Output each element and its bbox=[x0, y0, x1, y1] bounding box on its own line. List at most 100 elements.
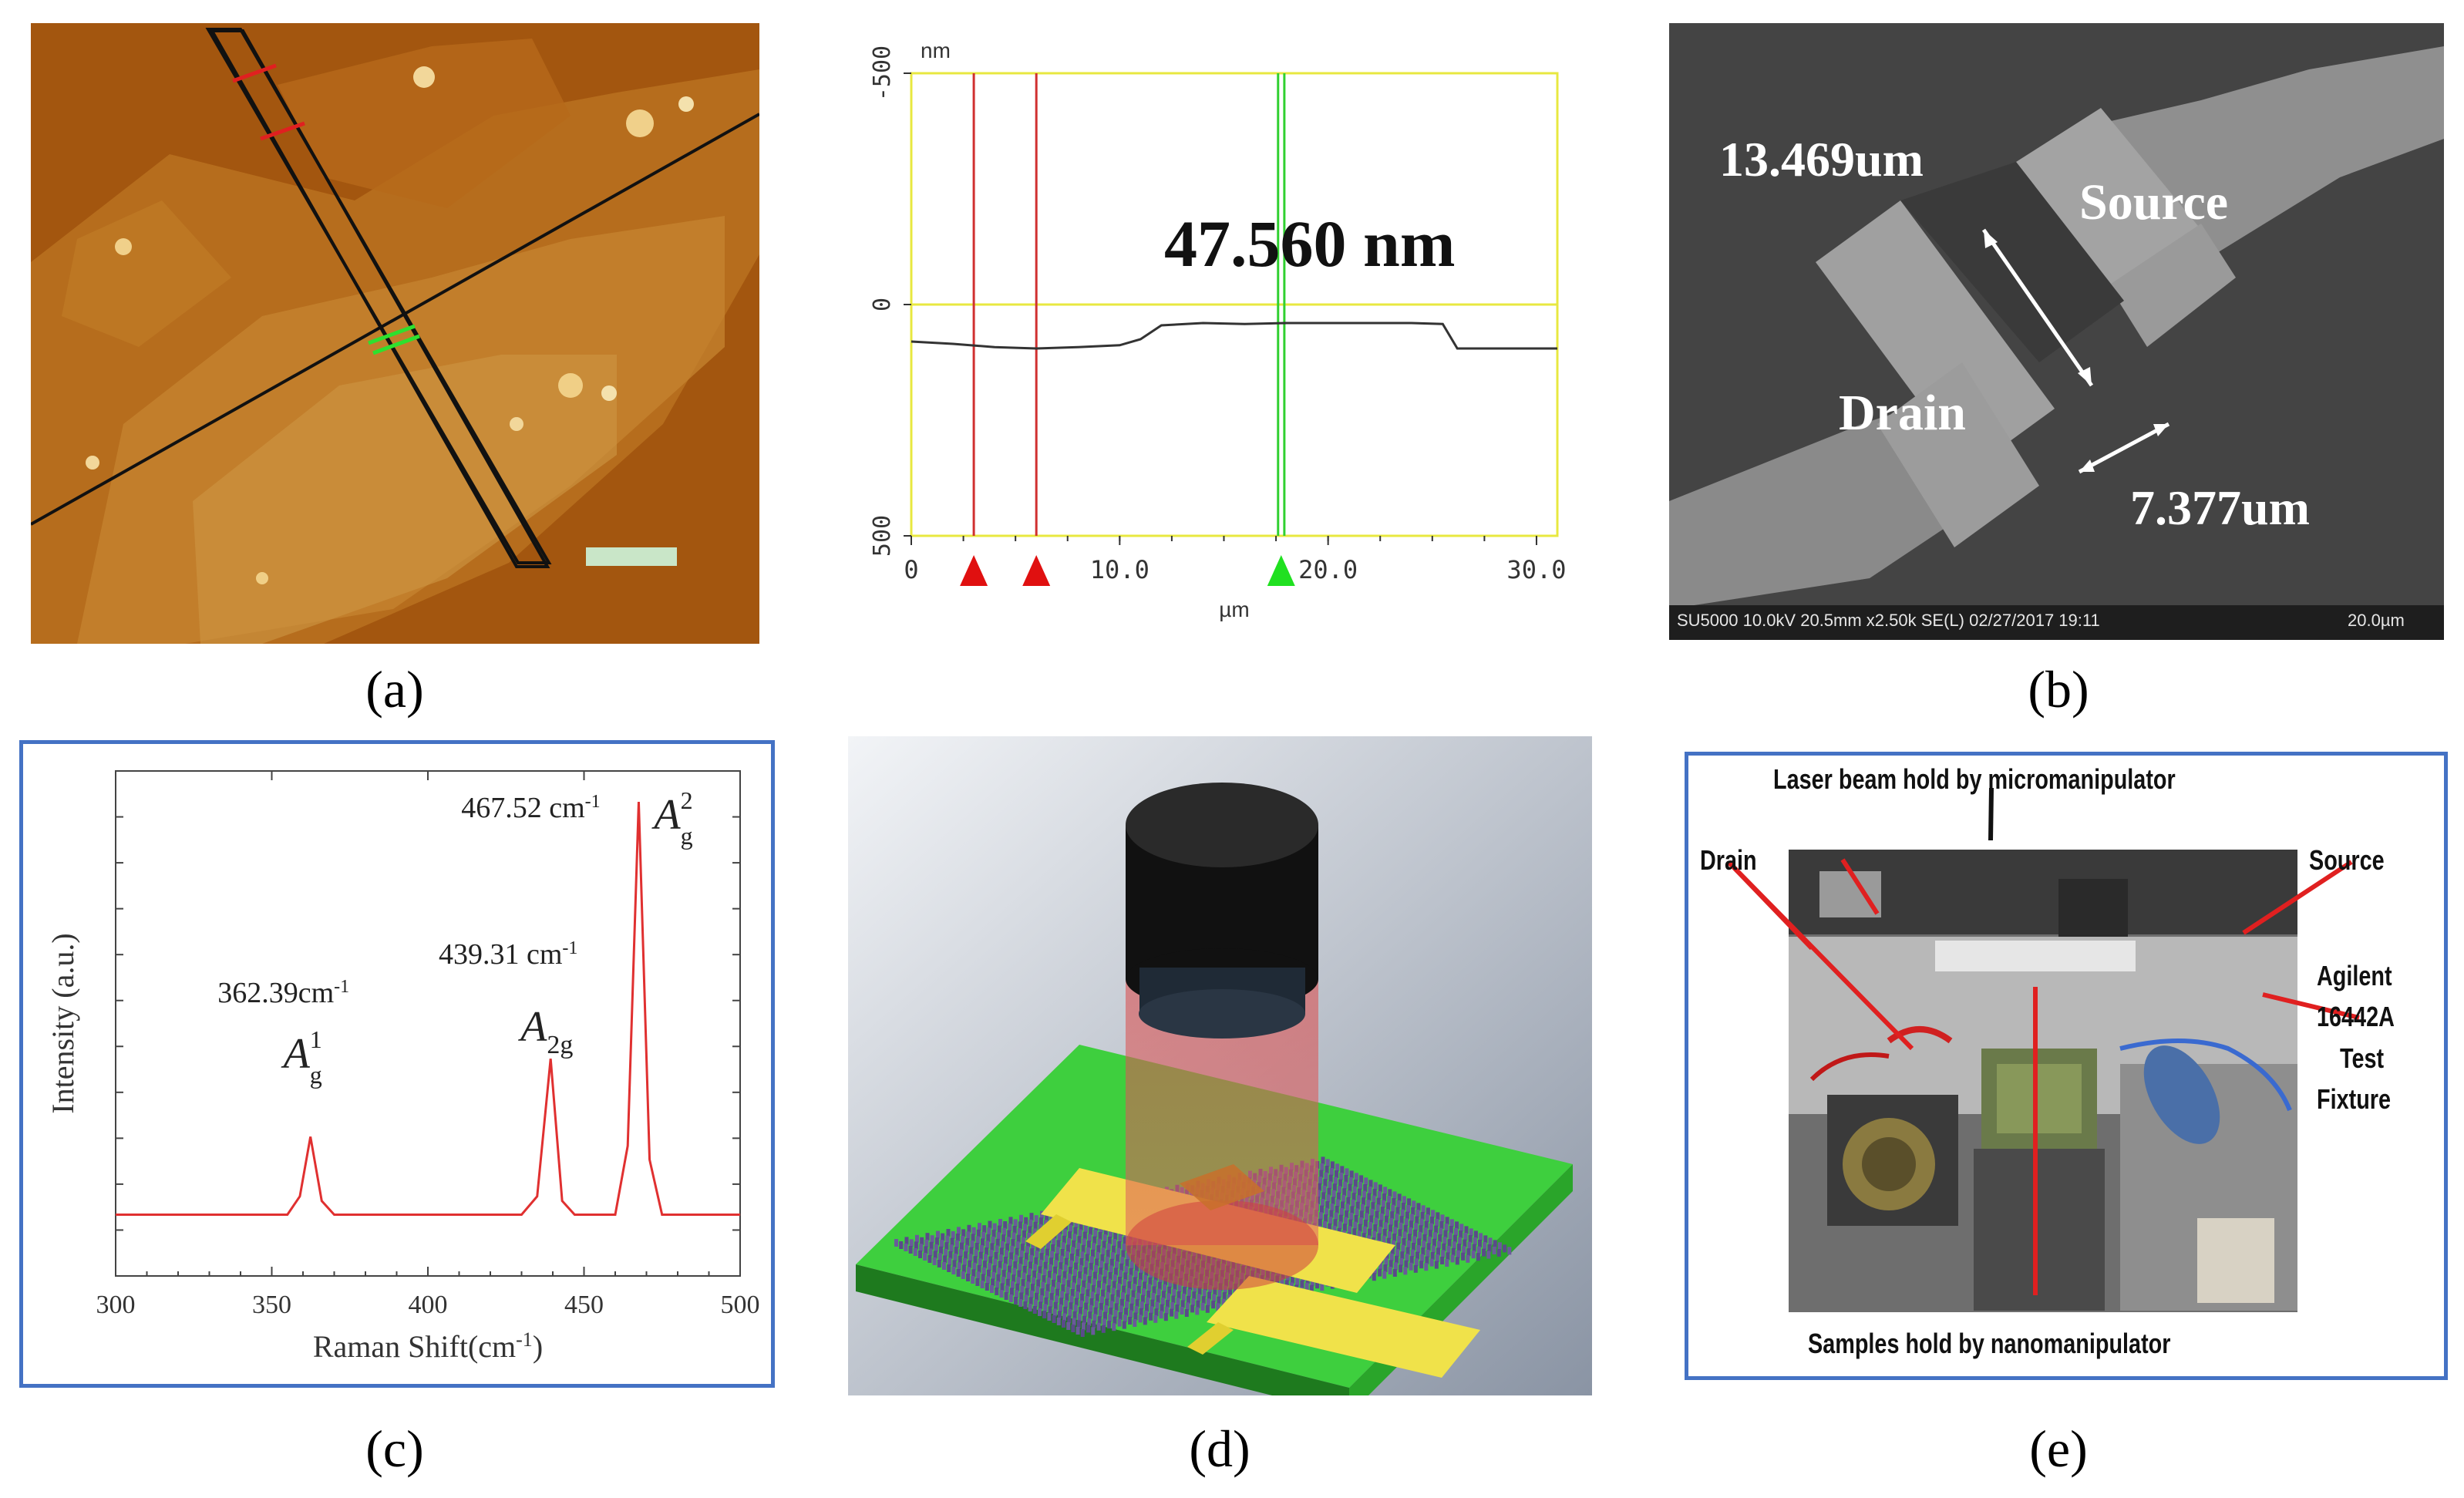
nanowire bbox=[1079, 1264, 1083, 1273]
nanowire bbox=[1382, 1193, 1386, 1201]
nanowire bbox=[1315, 1281, 1320, 1289]
nanowire bbox=[1207, 1291, 1211, 1300]
nanowire bbox=[1372, 1195, 1376, 1203]
nanowire bbox=[1325, 1207, 1329, 1216]
nanowire bbox=[1025, 1281, 1030, 1290]
nanowire bbox=[1062, 1271, 1067, 1279]
nanowire bbox=[1084, 1261, 1089, 1268]
nanowire bbox=[1493, 1240, 1497, 1248]
nanowire bbox=[1008, 1217, 1013, 1225]
nanowire bbox=[993, 1258, 998, 1267]
nanowire bbox=[1280, 1278, 1284, 1286]
nanowire bbox=[1335, 1170, 1338, 1178]
nanowire bbox=[1375, 1210, 1379, 1219]
nanowire bbox=[1111, 1288, 1116, 1296]
nanowire bbox=[1378, 1220, 1383, 1228]
nanowire bbox=[1126, 1294, 1130, 1303]
label-drain-e: Drain bbox=[1700, 844, 1757, 876]
nanowire bbox=[1409, 1256, 1414, 1264]
nanowire bbox=[1451, 1247, 1456, 1256]
nanowire bbox=[1046, 1278, 1051, 1285]
x-tick-label: 20.0 bbox=[1298, 555, 1358, 584]
nanowire bbox=[1411, 1243, 1415, 1251]
peak3-mode-label: A2 g bbox=[651, 786, 692, 850]
nanowire bbox=[1127, 1281, 1132, 1289]
nanowire bbox=[1338, 1179, 1343, 1187]
nanowire bbox=[1137, 1279, 1142, 1288]
nanowire bbox=[1120, 1257, 1125, 1265]
nanowire bbox=[1052, 1315, 1056, 1323]
nanowire bbox=[927, 1255, 932, 1263]
nanowire bbox=[1008, 1259, 1013, 1267]
nanowire bbox=[1413, 1264, 1418, 1273]
nanowire bbox=[1328, 1174, 1333, 1183]
nanowire bbox=[1205, 1304, 1210, 1313]
nanowire bbox=[1082, 1280, 1086, 1288]
nanowire bbox=[1407, 1198, 1412, 1207]
nanowire bbox=[1012, 1232, 1016, 1240]
nanowire bbox=[1086, 1325, 1091, 1333]
nanowire bbox=[1115, 1296, 1119, 1304]
nanowire bbox=[1100, 1296, 1104, 1304]
raman-spectrum-line bbox=[116, 801, 740, 1216]
nanowire bbox=[1106, 1285, 1111, 1294]
nanowire bbox=[1200, 1302, 1205, 1311]
nanowire bbox=[1042, 1311, 1047, 1318]
nanowire bbox=[956, 1269, 961, 1277]
nanowire bbox=[1133, 1319, 1137, 1327]
caption-d: (d) bbox=[1189, 1419, 1251, 1478]
nanowire bbox=[1052, 1308, 1057, 1317]
nanowire bbox=[1119, 1270, 1123, 1278]
nanowire bbox=[1426, 1250, 1430, 1257]
nanowire bbox=[1355, 1208, 1359, 1217]
nanowire bbox=[1074, 1298, 1079, 1306]
nanowire bbox=[1325, 1201, 1330, 1209]
nanowire bbox=[1344, 1175, 1348, 1183]
nanowire bbox=[1375, 1204, 1380, 1213]
nanowire bbox=[909, 1239, 914, 1247]
nanowire bbox=[1156, 1295, 1160, 1303]
nanowire bbox=[1064, 1257, 1069, 1266]
raman-chart: 300 350 400 450 500 Raman Shift(cm-1) Intensit… bbox=[45, 770, 760, 1364]
nanowire bbox=[1106, 1291, 1110, 1300]
nanowire bbox=[932, 1257, 937, 1265]
nanowire bbox=[1104, 1263, 1109, 1271]
nanowire bbox=[1077, 1236, 1082, 1244]
nanowire bbox=[1116, 1247, 1121, 1256]
nanowire bbox=[1184, 1309, 1189, 1317]
label-laser: Laser beam hold by micromanipulator bbox=[1773, 763, 2176, 795]
nanowire bbox=[1089, 1304, 1093, 1313]
nanowire bbox=[1459, 1230, 1463, 1238]
nanowire bbox=[1040, 1246, 1045, 1254]
x-tick-label: 300 bbox=[96, 1291, 136, 1319]
nanowire bbox=[1123, 1272, 1128, 1281]
nanowire bbox=[1448, 1232, 1452, 1240]
nanowire bbox=[1062, 1229, 1067, 1237]
nanowire bbox=[1031, 1241, 1035, 1250]
x-tick-label: 500 bbox=[721, 1291, 760, 1319]
nanowire bbox=[954, 1240, 959, 1248]
nanowire bbox=[977, 1264, 981, 1273]
nanowire bbox=[946, 1229, 951, 1237]
nanowire bbox=[1446, 1252, 1450, 1261]
nanowire bbox=[923, 1253, 927, 1261]
nanowire bbox=[1408, 1227, 1412, 1235]
nanowire bbox=[1075, 1327, 1080, 1335]
nanowire bbox=[1403, 1267, 1408, 1275]
nanowire bbox=[1349, 1170, 1354, 1179]
nanowire bbox=[1389, 1224, 1392, 1233]
nanowire bbox=[1044, 1255, 1049, 1264]
nanowire bbox=[1335, 1199, 1340, 1207]
nanowire bbox=[960, 1242, 964, 1251]
nanowire bbox=[944, 1248, 948, 1257]
nanowire bbox=[1421, 1205, 1426, 1214]
x-tick-label: 350 bbox=[252, 1291, 291, 1319]
nanowire bbox=[1187, 1295, 1190, 1304]
nanowire bbox=[1066, 1280, 1071, 1288]
nanowire bbox=[1124, 1308, 1128, 1316]
nanowire bbox=[999, 1290, 1004, 1298]
step-height-annotation: 47.560 nm bbox=[1164, 207, 1455, 281]
nanowire bbox=[1060, 1291, 1065, 1299]
nanowire bbox=[1217, 1296, 1221, 1304]
nanowire bbox=[1318, 1212, 1323, 1220]
